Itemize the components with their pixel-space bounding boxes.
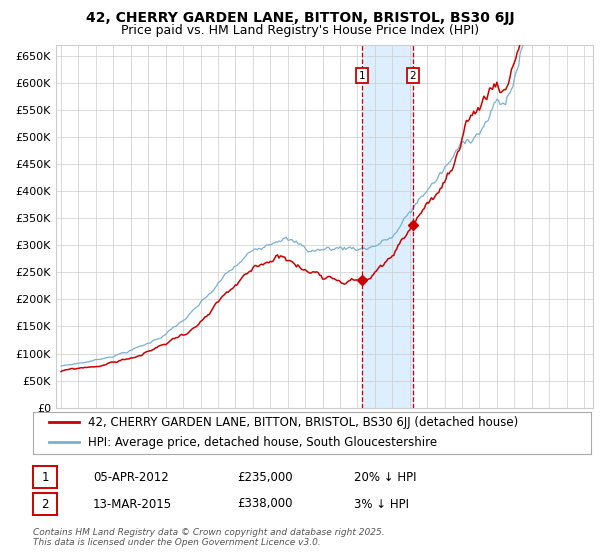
Text: 2: 2 bbox=[41, 497, 49, 511]
Text: 13-MAR-2015: 13-MAR-2015 bbox=[93, 497, 172, 511]
Text: 05-APR-2012: 05-APR-2012 bbox=[93, 470, 169, 484]
Text: £235,000: £235,000 bbox=[237, 470, 293, 484]
Bar bbox=[362, 45, 413, 408]
Text: 20% ↓ HPI: 20% ↓ HPI bbox=[354, 470, 416, 484]
Text: Price paid vs. HM Land Registry's House Price Index (HPI): Price paid vs. HM Land Registry's House … bbox=[121, 24, 479, 36]
Text: 1: 1 bbox=[358, 71, 365, 81]
Text: 2: 2 bbox=[410, 71, 416, 81]
Text: £338,000: £338,000 bbox=[237, 497, 293, 511]
Text: 42, CHERRY GARDEN LANE, BITTON, BRISTOL, BS30 6JJ: 42, CHERRY GARDEN LANE, BITTON, BRISTOL,… bbox=[86, 11, 514, 25]
Legend: 42, CHERRY GARDEN LANE, BITTON, BRISTOL, BS30 6JJ (detached house), HPI: Average: 42, CHERRY GARDEN LANE, BITTON, BRISTOL,… bbox=[44, 412, 523, 454]
Text: 3% ↓ HPI: 3% ↓ HPI bbox=[354, 497, 409, 511]
Text: Contains HM Land Registry data © Crown copyright and database right 2025.
This d: Contains HM Land Registry data © Crown c… bbox=[33, 528, 385, 547]
Text: 1: 1 bbox=[41, 470, 49, 484]
